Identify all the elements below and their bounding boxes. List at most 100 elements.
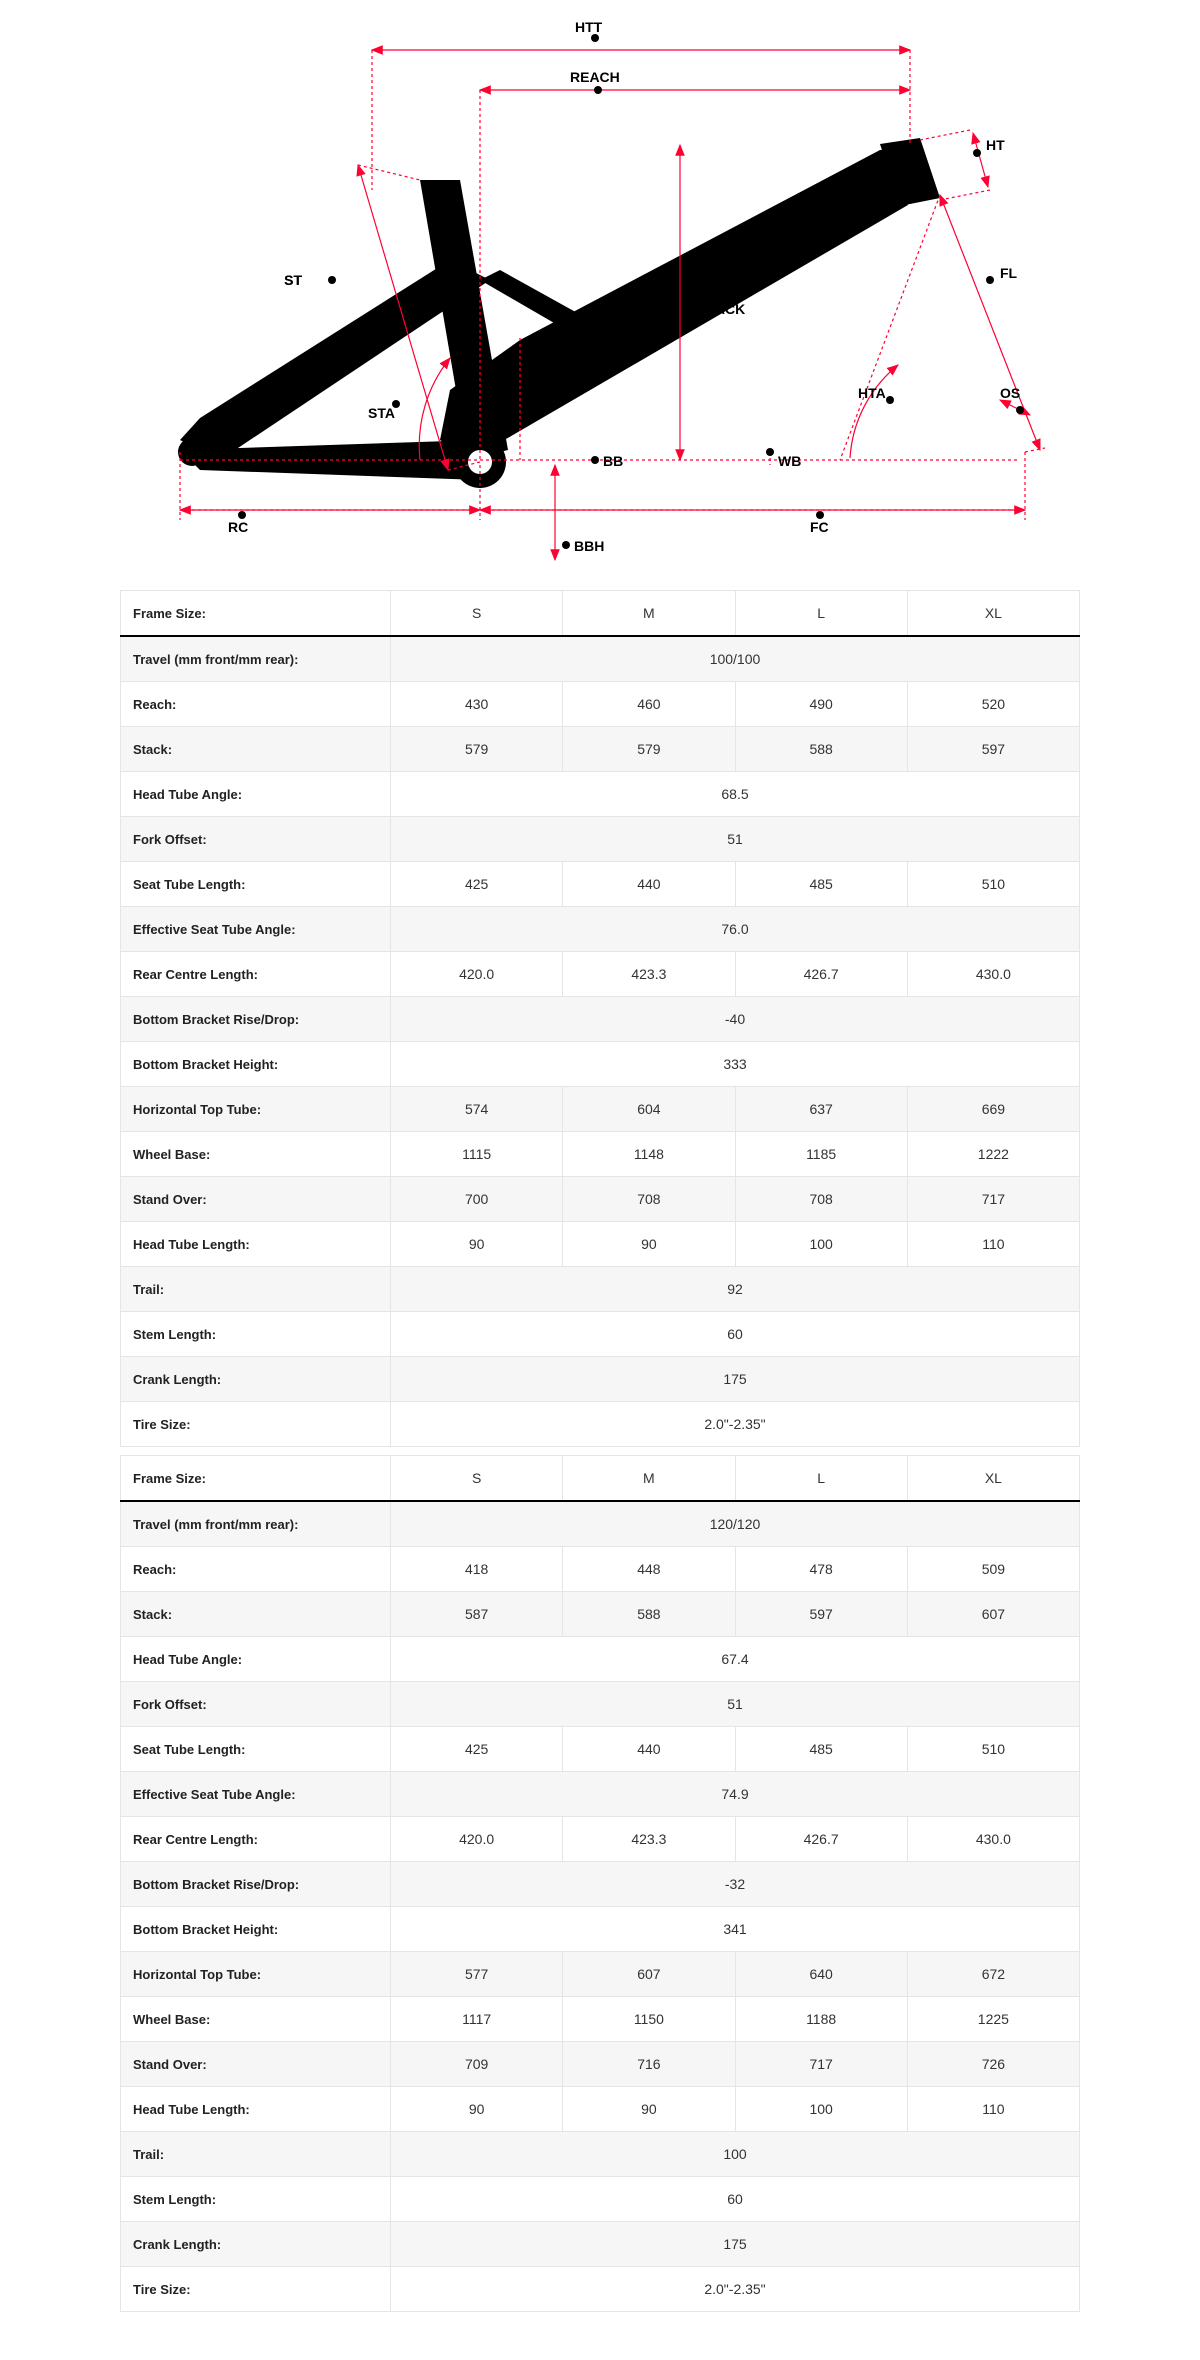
col-header-label: Frame Size: xyxy=(121,591,391,637)
table-row: Horizontal Top Tube:574604637669 xyxy=(121,1087,1080,1132)
row-label: Head Tube Angle: xyxy=(121,772,391,817)
table-row: Fork Offset:51 xyxy=(121,1682,1080,1727)
row-label: Bottom Bracket Rise/Drop: xyxy=(121,997,391,1042)
row-value: 460 xyxy=(563,682,735,727)
col-header-size: L xyxy=(735,1456,907,1502)
row-value: 640 xyxy=(735,1952,907,1997)
row-value: 92 xyxy=(391,1267,1080,1312)
row-value: 700 xyxy=(391,1177,563,1222)
row-value: 420.0 xyxy=(391,1817,563,1862)
row-value: 485 xyxy=(735,862,907,907)
row-value: 90 xyxy=(563,2087,735,2132)
row-value: 485 xyxy=(735,1727,907,1772)
row-value: 597 xyxy=(735,1592,907,1637)
col-header-size: L xyxy=(735,591,907,637)
table-row: Bottom Bracket Rise/Drop:-32 xyxy=(121,1862,1080,1907)
row-label: Head Tube Angle: xyxy=(121,1637,391,1682)
row-value: 579 xyxy=(391,727,563,772)
row-value: 90 xyxy=(391,2087,563,2132)
table-row: Crank Length:175 xyxy=(121,2222,1080,2267)
svg-text:STACK: STACK xyxy=(698,301,745,317)
table-row: Fork Offset:51 xyxy=(121,817,1080,862)
row-value: 1117 xyxy=(391,1997,563,2042)
row-value: 175 xyxy=(391,2222,1080,2267)
row-value: 509 xyxy=(907,1547,1079,1592)
svg-text:FC: FC xyxy=(810,519,829,535)
row-value: 490 xyxy=(735,682,907,727)
table-row: Travel (mm front/mm rear):120/120 xyxy=(121,1501,1080,1547)
svg-text:HTT: HTT xyxy=(575,20,603,35)
row-value: 577 xyxy=(391,1952,563,1997)
row-value: 110 xyxy=(907,2087,1079,2132)
row-value: 423.3 xyxy=(563,1817,735,1862)
row-label: Stem Length: xyxy=(121,1312,391,1357)
row-value: 68.5 xyxy=(391,772,1080,817)
row-label: Reach: xyxy=(121,1547,391,1592)
row-value: 100 xyxy=(735,2087,907,2132)
row-value: 426.7 xyxy=(735,1817,907,1862)
row-value: 510 xyxy=(907,1727,1079,1772)
geometry-svg: HTT REACH HT FL STST STACK SOH STA HTA O… xyxy=(120,20,1080,580)
row-value: 430.0 xyxy=(907,1817,1079,1862)
row-value: 90 xyxy=(391,1222,563,1267)
svg-text:REACH: REACH xyxy=(570,69,620,85)
row-label: Horizontal Top Tube: xyxy=(121,1952,391,1997)
row-label: Bottom Bracket Rise/Drop: xyxy=(121,1862,391,1907)
row-value: 672 xyxy=(907,1952,1079,1997)
row-value: 120/120 xyxy=(391,1501,1080,1547)
row-label: Bottom Bracket Height: xyxy=(121,1042,391,1087)
row-value: 607 xyxy=(563,1952,735,1997)
row-value: 588 xyxy=(563,1592,735,1637)
table-row: Effective Seat Tube Angle:76.0 xyxy=(121,907,1080,952)
row-label: Rear Centre Length: xyxy=(121,952,391,997)
row-label: Stack: xyxy=(121,727,391,772)
svg-text:HT: HT xyxy=(986,137,1005,153)
row-value: 637 xyxy=(735,1087,907,1132)
row-label: Effective Seat Tube Angle: xyxy=(121,907,391,952)
table-row: Rear Centre Length:420.0423.3426.7430.0 xyxy=(121,1817,1080,1862)
row-value: 426.7 xyxy=(735,952,907,997)
table-row: Effective Seat Tube Angle:74.9 xyxy=(121,1772,1080,1817)
row-value: 100 xyxy=(391,2132,1080,2177)
svg-text:FL: FL xyxy=(1000,265,1018,281)
geometry-diagram: HTT REACH HT FL STST STACK SOH STA HTA O… xyxy=(120,20,1080,580)
row-value: 425 xyxy=(391,862,563,907)
table-row: Reach:430460490520 xyxy=(121,682,1080,727)
row-value: 574 xyxy=(391,1087,563,1132)
row-label: Crank Length: xyxy=(121,2222,391,2267)
row-value: 74.9 xyxy=(391,1772,1080,1817)
row-label: Rear Centre Length: xyxy=(121,1817,391,1862)
table-row: Travel (mm front/mm rear):100/100 xyxy=(121,636,1080,682)
row-value: 430 xyxy=(391,682,563,727)
row-value: 67.4 xyxy=(391,1637,1080,1682)
row-value: 708 xyxy=(563,1177,735,1222)
col-header-size: XL xyxy=(907,1456,1079,1502)
row-label: Reach: xyxy=(121,682,391,727)
table-row: Tire Size:2.0"-2.35" xyxy=(121,1402,1080,1447)
row-value: -32 xyxy=(391,1862,1080,1907)
table-row: Tire Size:2.0"-2.35" xyxy=(121,2267,1080,2312)
table-row: Horizontal Top Tube:577607640672 xyxy=(121,1952,1080,1997)
svg-text:BBH: BBH xyxy=(574,538,604,554)
row-value: 110 xyxy=(907,1222,1079,1267)
table-row: Stem Length:60 xyxy=(121,1312,1080,1357)
row-value: 175 xyxy=(391,1357,1080,1402)
row-value: 709 xyxy=(391,2042,563,2087)
row-value: 669 xyxy=(907,1087,1079,1132)
row-value: 607 xyxy=(907,1592,1079,1637)
row-value: 717 xyxy=(907,1177,1079,1222)
table-row: Head Tube Angle:67.4 xyxy=(121,1637,1080,1682)
col-header-size: XL xyxy=(907,591,1079,637)
row-value: 2.0"-2.35" xyxy=(391,1402,1080,1447)
svg-text:WB: WB xyxy=(778,453,801,469)
row-label: Tire Size: xyxy=(121,1402,391,1447)
row-value: 76.0 xyxy=(391,907,1080,952)
row-label: Trail: xyxy=(121,2132,391,2177)
row-label: Head Tube Length: xyxy=(121,1222,391,1267)
row-value: 716 xyxy=(563,2042,735,2087)
row-value: 60 xyxy=(391,2177,1080,2222)
col-header-size: M xyxy=(563,591,735,637)
bike-frame-silhouette xyxy=(178,138,940,488)
table-row: Bottom Bracket Rise/Drop:-40 xyxy=(121,997,1080,1042)
row-label: Fork Offset: xyxy=(121,817,391,862)
